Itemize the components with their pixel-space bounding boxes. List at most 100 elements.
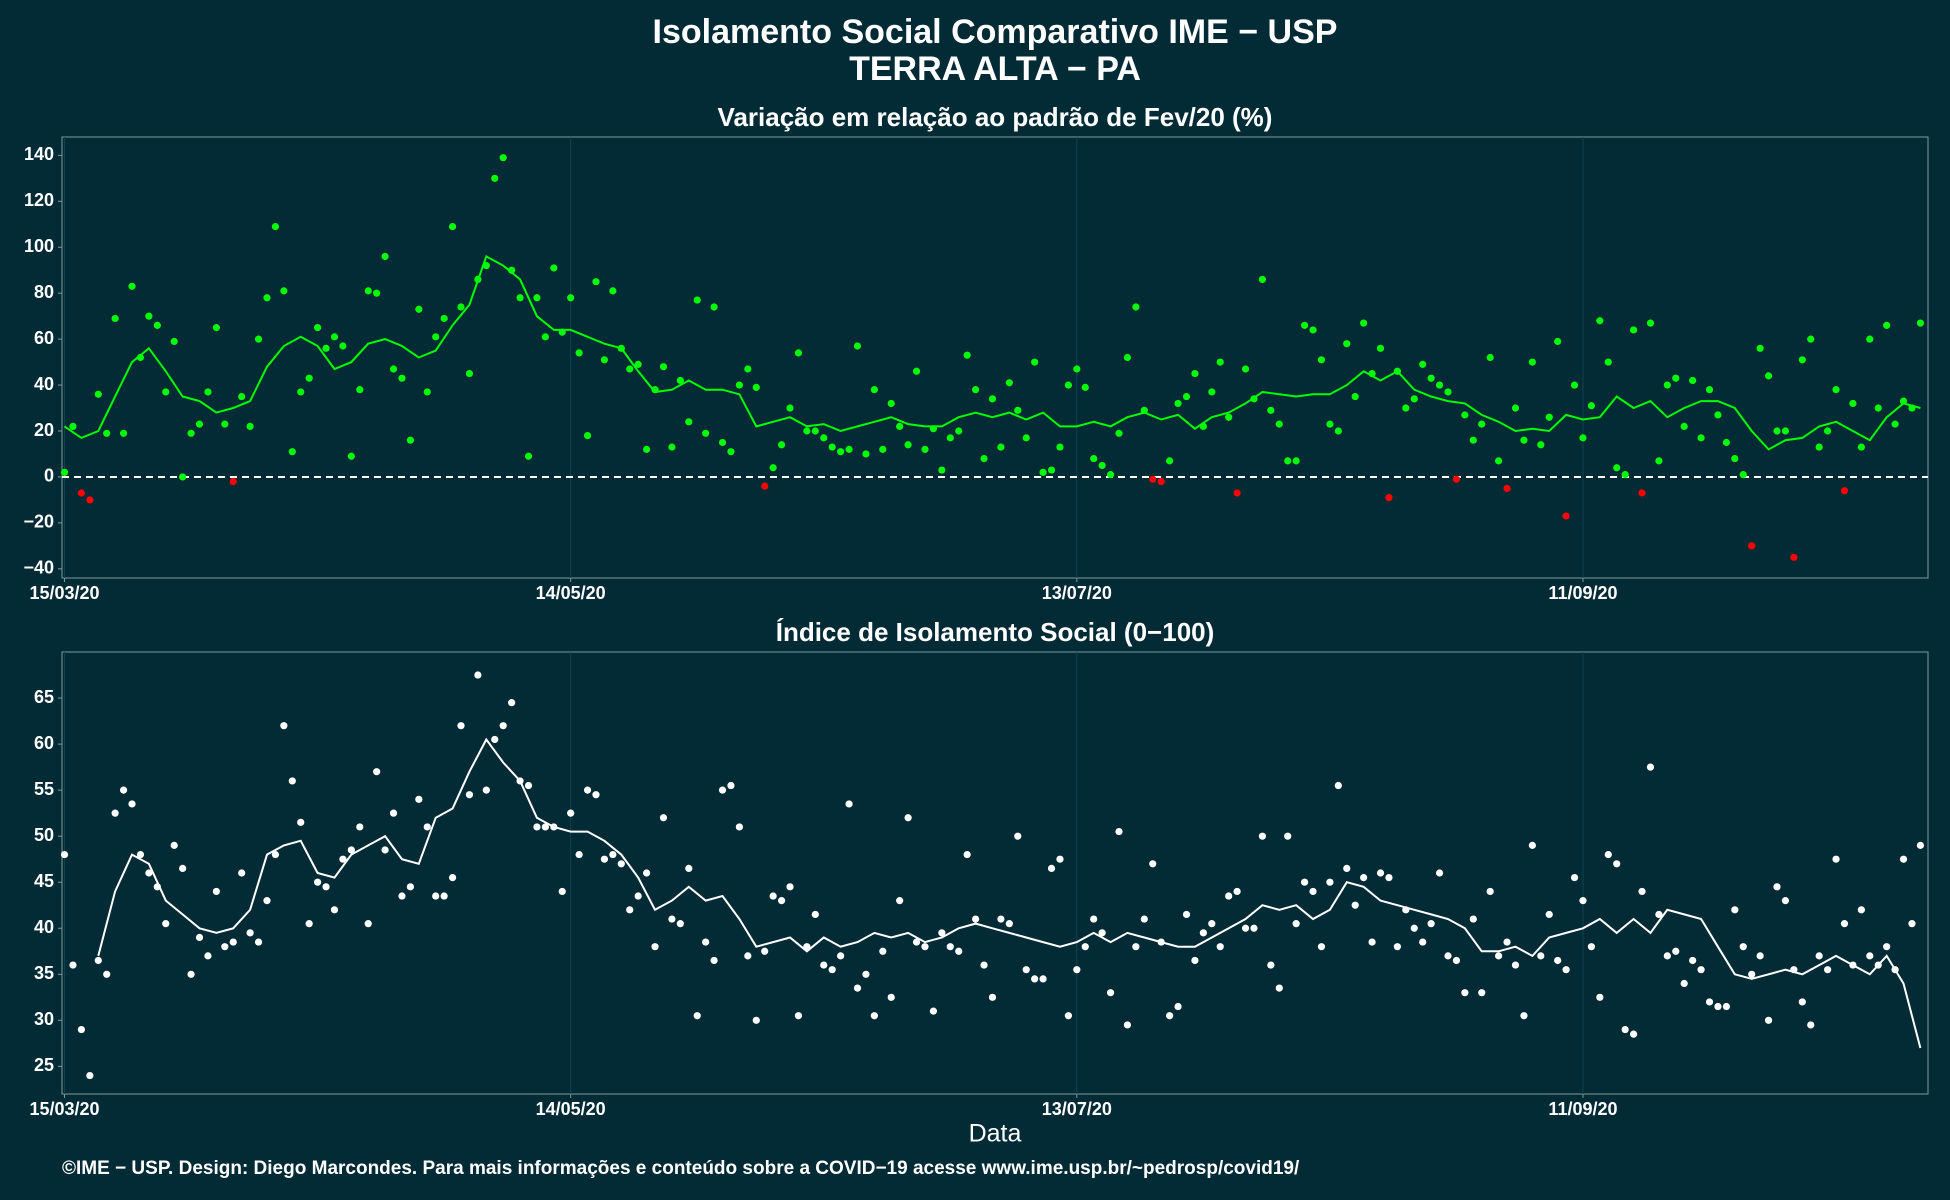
data-point: [676, 376, 684, 385]
data-point: [1039, 975, 1047, 983]
data-point: [541, 333, 549, 341]
y-tick-label: 0: [44, 466, 54, 486]
data-point: [1300, 321, 1309, 329]
data-point: [1562, 512, 1570, 520]
data-point: [423, 823, 431, 831]
data-point: [921, 445, 929, 453]
data-point: [651, 943, 659, 951]
y-tick-label: 40: [34, 374, 54, 394]
data-point: [406, 436, 414, 444]
data-point: [162, 920, 170, 928]
data-point: [1689, 956, 1697, 965]
data-point: [634, 892, 642, 900]
data-point: [254, 938, 263, 946]
data-point: [1031, 358, 1039, 366]
data-point: [1790, 553, 1798, 561]
data-point: [238, 392, 246, 401]
data-point: [1174, 399, 1182, 408]
data-point: [592, 791, 600, 799]
data-point: [1132, 303, 1140, 311]
data-point: [702, 938, 710, 946]
data-point: [339, 855, 347, 863]
y-tick-label: 30: [34, 1009, 54, 1029]
data-point: [769, 892, 777, 900]
data-point: [305, 374, 313, 382]
data-point: [803, 943, 811, 951]
data-point: [170, 841, 178, 849]
data-point: [575, 349, 583, 357]
data-point: [609, 287, 617, 295]
y-tick-label: −20: [23, 512, 54, 532]
data-point: [1452, 956, 1461, 965]
data-point: [744, 365, 752, 373]
data-point: [1874, 404, 1882, 412]
data-point: [1840, 920, 1849, 928]
data-point: [1545, 910, 1553, 919]
data-point: [1419, 938, 1427, 946]
data-point: [1199, 929, 1207, 937]
data-point: [938, 466, 946, 474]
data-point: [862, 970, 870, 978]
data-point: [1739, 471, 1747, 479]
data-point: [1731, 454, 1739, 463]
data-point: [448, 874, 457, 882]
data-point: [533, 823, 541, 831]
data-point: [1360, 874, 1368, 882]
data-point: [828, 966, 836, 974]
data-point: [1705, 998, 1714, 1006]
data-point: [1182, 392, 1191, 401]
data-point: [912, 367, 921, 375]
x-tick-label: 14/05/20: [536, 583, 606, 603]
data-point: [1132, 943, 1140, 951]
data-point: [280, 722, 288, 730]
data-point: [381, 846, 389, 854]
data-point: [904, 814, 912, 822]
data-point: [1781, 427, 1790, 435]
x-tick-label: 13/07/20: [1042, 1099, 1112, 1119]
y-tick-label: 35: [34, 963, 54, 983]
data-point: [567, 809, 575, 817]
data-point: [659, 363, 668, 371]
y-tick-label: 50: [34, 825, 54, 845]
y-tick-label: 45: [34, 871, 54, 891]
data-point: [820, 961, 828, 969]
data-point: [693, 1012, 701, 1020]
data-point: [1444, 952, 1452, 960]
data-point: [1570, 874, 1579, 882]
data-point: [887, 399, 895, 408]
data-point: [1739, 943, 1747, 951]
data-point: [339, 342, 347, 350]
data-point: [1115, 827, 1123, 836]
data-point: [1022, 434, 1030, 442]
data-point: [1368, 938, 1376, 946]
data-point: [179, 864, 187, 872]
data-point: [1697, 434, 1705, 442]
data-point: [1343, 340, 1351, 348]
data-point: [735, 381, 743, 389]
data-point: [1840, 487, 1849, 495]
data-point: [77, 1025, 86, 1034]
data-point: [254, 335, 263, 343]
data-point: [1284, 832, 1292, 840]
data-point: [997, 443, 1005, 451]
y-tick-label: 25: [34, 1055, 54, 1075]
data-point: [1123, 353, 1132, 362]
data-point: [971, 915, 980, 923]
data-point: [94, 956, 102, 965]
data-point: [837, 952, 845, 960]
data-point: [1106, 989, 1115, 997]
data-point: [119, 429, 128, 437]
data-point: [212, 324, 220, 332]
data-point: [1629, 326, 1638, 334]
data-point: [432, 333, 440, 341]
data-point: [364, 287, 372, 295]
data-point: [1621, 1025, 1629, 1034]
data-point: [1537, 952, 1545, 960]
data-point: [1731, 906, 1739, 914]
data-point: [415, 795, 423, 803]
data-point: [676, 920, 684, 928]
data-point: [69, 422, 77, 431]
data-point: [1090, 915, 1098, 923]
data-point: [524, 781, 533, 790]
data-point: [1596, 317, 1604, 325]
